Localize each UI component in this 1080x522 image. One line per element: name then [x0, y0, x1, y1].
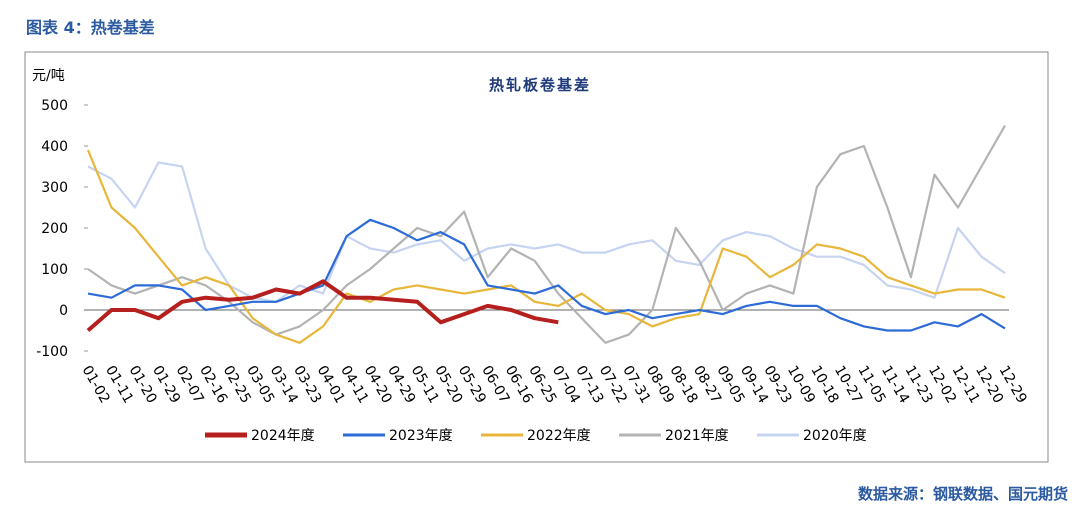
legend-label: 2021年度 [665, 428, 729, 444]
source: 数据来源：钢联数据、国元期货 [858, 485, 1068, 503]
chart-title: 热轧板卷基差 [489, 76, 591, 94]
chart-frame [24, 51, 1049, 463]
y-tick-label: 300 [41, 180, 68, 196]
legend-label: 2023年度 [389, 428, 453, 444]
y-tick-label: 500 [41, 98, 68, 114]
figure-title: 图表 4：热卷基差 [26, 18, 155, 37]
y-tick-label: -100 [36, 344, 68, 360]
y-tick-label: 200 [41, 221, 68, 237]
series-line [86, 279, 559, 333]
y-tick-label: 0 [59, 303, 68, 319]
series-line [87, 218, 1006, 332]
series-line [87, 124, 1006, 344]
y-tick-label: 100 [41, 262, 68, 278]
legend-label: 2022年度 [527, 428, 591, 444]
y-tick-label: 400 [41, 139, 68, 155]
y-axis-label: 元/吨 [32, 68, 65, 84]
series-line [86, 149, 1006, 344]
legend-label: 2024年度 [251, 428, 315, 444]
legend-label: 2020年度 [803, 428, 867, 444]
series-line [87, 161, 1006, 303]
